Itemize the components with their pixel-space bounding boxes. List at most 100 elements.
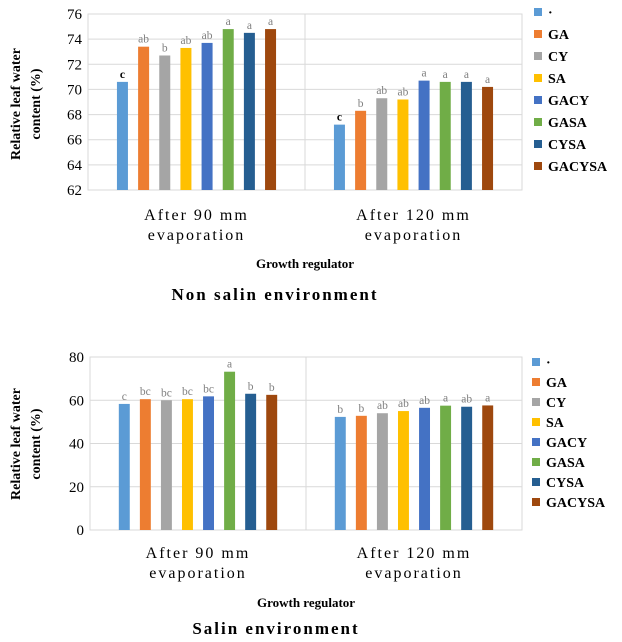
x-category-label-line: evaporation [365, 227, 463, 244]
significance-letter: b [162, 42, 168, 54]
bar [224, 371, 236, 530]
significance-letter: ab [202, 30, 213, 42]
bar [181, 399, 193, 530]
bar [266, 394, 278, 530]
y-tick-label: 70 [67, 82, 82, 98]
significance-letter: a [422, 68, 427, 80]
legend-label: CY [548, 50, 568, 65]
x-category-label: After 90 mm evaporation [144, 207, 249, 244]
significance-letter: b [337, 404, 343, 416]
x-axis-label: Growth regulator [257, 595, 355, 610]
legend-swatch [534, 52, 542, 60]
bar [333, 124, 345, 190]
legend-label: GASA [548, 116, 588, 131]
bar [482, 405, 494, 530]
y-tick-label: 68 [67, 108, 82, 124]
bar [139, 399, 151, 530]
bar [355, 415, 367, 530]
bar [180, 47, 192, 190]
y-tick-label: 62 [67, 183, 82, 199]
x-axis-label: Growth regulator [256, 256, 354, 271]
legend-swatch [532, 498, 540, 506]
x-category-label-line: evaporation [148, 227, 246, 244]
bar [376, 98, 388, 190]
y-axis-label: Relative leaf water content (%) [9, 388, 44, 500]
significance-letter: b [358, 98, 364, 110]
significance-letter: ab [397, 86, 408, 98]
x-category-label-line: After 120 mm [357, 545, 472, 562]
x-category-label-line: evaporation [149, 565, 247, 582]
bar [265, 29, 277, 191]
chart-caption: Salin environment [192, 619, 359, 638]
significance-letter: ab [419, 395, 430, 407]
legend-label: GA [548, 28, 570, 43]
bar [159, 55, 171, 190]
significance-letter: c [337, 112, 342, 124]
legend-label: SA [546, 416, 565, 431]
bar [245, 393, 257, 530]
y-axis-label-line: content (%) [29, 408, 44, 479]
bar [482, 86, 494, 190]
bar [334, 416, 346, 530]
significance-letter: ab [461, 394, 472, 406]
legend-swatch [534, 96, 542, 104]
bar [440, 405, 452, 530]
significance-letter: a [247, 20, 252, 32]
bar [203, 396, 215, 530]
x-category-label-line: evaporation [365, 565, 463, 582]
legend-swatch [532, 378, 540, 386]
legend-swatch [534, 30, 542, 38]
bar [397, 99, 409, 190]
y-axis-label-line: Relative leaf water [9, 388, 24, 500]
legend-swatch [532, 458, 540, 466]
y-tick-label: 60 [69, 393, 84, 409]
x-category-label: After 120 mm evaporation [357, 545, 472, 582]
bar [201, 42, 213, 190]
significance-letter: a [485, 74, 490, 86]
y-tick-label: 74 [67, 32, 83, 48]
y-axis-label-line: Relative leaf water [9, 48, 24, 160]
significance-letter: a [443, 393, 448, 405]
significance-letter: ab [180, 35, 191, 47]
significance-letter: bc [161, 387, 172, 399]
y-tick-label: 0 [77, 523, 85, 539]
significance-letter: c [120, 69, 125, 81]
legend-label: · [546, 356, 551, 371]
legend-label: CY [546, 396, 566, 411]
legend-swatch [532, 358, 540, 366]
significance-letter: a [485, 392, 490, 404]
significance-letter: ab [398, 398, 409, 410]
x-category-label: After 90 mm evaporation [146, 545, 251, 582]
significance-letter: b [269, 382, 275, 394]
bar [418, 80, 430, 190]
legend-label: GACYSA [548, 160, 608, 175]
significance-letter: a [226, 16, 231, 28]
chart-caption: Non salin environment [172, 285, 379, 304]
significance-letter: a [443, 69, 448, 81]
significance-letter: a [464, 69, 469, 81]
y-tick-label: 64 [67, 158, 83, 174]
y-tick-label: 80 [69, 350, 84, 366]
significance-letter: b [248, 381, 254, 393]
significance-letter: b [358, 403, 364, 415]
bar [419, 407, 431, 530]
y-axis-label-line: content (%) [29, 68, 44, 139]
legend-label: GA [546, 376, 568, 391]
legend-swatch [534, 74, 542, 82]
legend-swatch [534, 118, 542, 126]
bar [160, 400, 172, 530]
bar [355, 110, 367, 190]
y-tick-label: 72 [67, 57, 82, 73]
significance-letter: bc [140, 386, 151, 398]
significance-letter: a [268, 16, 273, 28]
legend-swatch [532, 438, 540, 446]
legend-swatch [532, 478, 540, 486]
legend-swatch [534, 162, 542, 170]
y-tick-label: 76 [67, 7, 83, 23]
legend-swatch [534, 8, 542, 16]
significance-letter: ab [377, 400, 388, 412]
significance-letter: c [122, 391, 127, 403]
